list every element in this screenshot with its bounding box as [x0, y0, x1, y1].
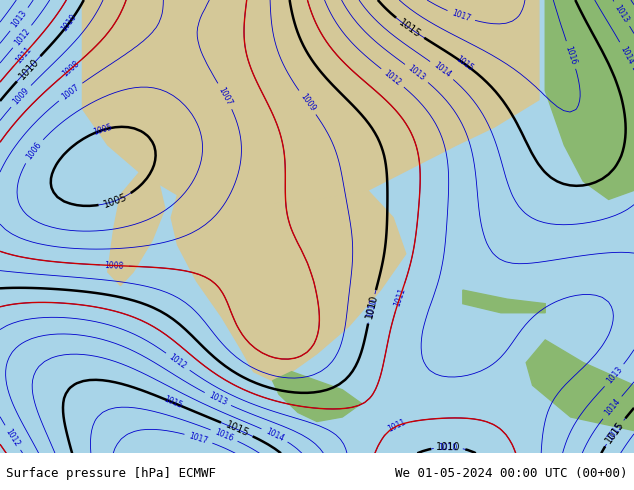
- Text: 1007: 1007: [217, 85, 234, 107]
- Text: 1015: 1015: [397, 17, 423, 39]
- Text: 1008: 1008: [61, 59, 81, 78]
- Text: 1013: 1013: [207, 391, 228, 408]
- Text: 1015: 1015: [162, 395, 183, 411]
- Text: 1010: 1010: [60, 12, 79, 33]
- Polygon shape: [82, 0, 539, 209]
- Text: 1009: 1009: [11, 86, 31, 106]
- Text: 1014: 1014: [264, 427, 285, 443]
- Text: 1010: 1010: [365, 298, 378, 319]
- Text: 1010: 1010: [436, 442, 460, 452]
- Text: 1010: 1010: [439, 442, 458, 452]
- Text: 1012: 1012: [382, 68, 403, 87]
- Text: 1016: 1016: [214, 427, 235, 443]
- Polygon shape: [273, 371, 361, 421]
- Text: 1017: 1017: [188, 431, 209, 445]
- Text: 1013: 1013: [613, 3, 631, 24]
- Polygon shape: [463, 290, 545, 313]
- Text: 1009: 1009: [298, 92, 317, 113]
- Text: 1013: 1013: [406, 64, 427, 83]
- Text: Surface pressure [hPa] ECMWF: Surface pressure [hPa] ECMWF: [6, 467, 216, 480]
- Text: 1014: 1014: [602, 397, 622, 418]
- Text: 1007: 1007: [60, 82, 81, 101]
- Text: 1014: 1014: [432, 61, 452, 80]
- Polygon shape: [526, 340, 634, 431]
- Text: 1011: 1011: [387, 418, 408, 434]
- Text: 1015: 1015: [455, 55, 476, 74]
- Text: 1016: 1016: [564, 45, 578, 66]
- Polygon shape: [108, 172, 165, 286]
- Text: 1010: 1010: [16, 56, 41, 81]
- Text: 1011: 1011: [14, 45, 33, 65]
- Text: 1014: 1014: [618, 44, 634, 66]
- Text: 1010: 1010: [364, 294, 380, 320]
- Polygon shape: [171, 191, 406, 381]
- Text: 1013: 1013: [605, 365, 624, 386]
- Text: 1008: 1008: [105, 261, 124, 270]
- Text: 1012: 1012: [13, 26, 32, 47]
- Text: 1006: 1006: [24, 141, 43, 162]
- Text: 1012: 1012: [167, 352, 188, 371]
- Polygon shape: [545, 0, 634, 199]
- Text: 1013: 1013: [10, 9, 29, 30]
- Text: 1012: 1012: [4, 427, 22, 448]
- Text: 1015: 1015: [604, 419, 626, 445]
- Text: 1005: 1005: [92, 123, 113, 137]
- Text: 1015: 1015: [224, 420, 250, 439]
- Text: We 01-05-2024 00:00 UTC (00+00): We 01-05-2024 00:00 UTC (00+00): [395, 467, 628, 480]
- Text: 1015: 1015: [605, 421, 624, 442]
- Text: 1005: 1005: [102, 192, 129, 210]
- Text: 1017: 1017: [451, 9, 472, 24]
- Text: 1011: 1011: [392, 287, 407, 308]
